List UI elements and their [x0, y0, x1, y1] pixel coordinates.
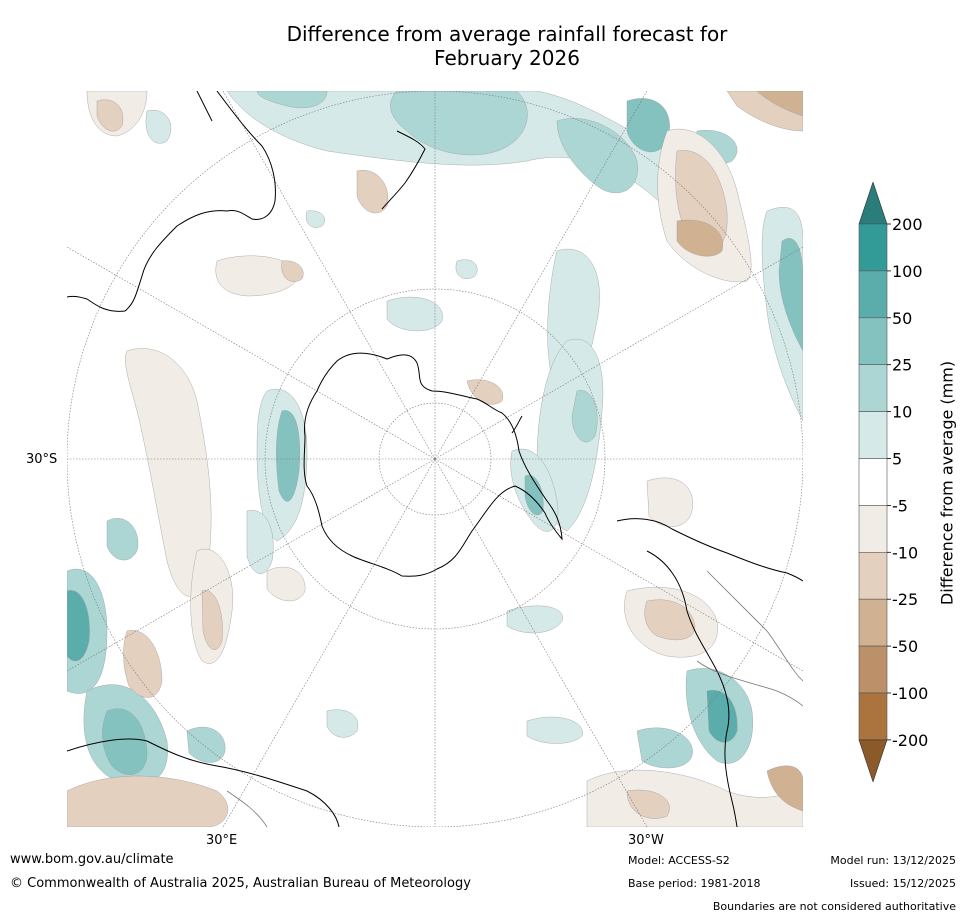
colorbar-swatch [858, 692, 888, 741]
colorbar-tick-label: -25 [892, 590, 918, 609]
wet-anomaly-areas [67, 91, 803, 785]
colorbar-tick-label: -10 [892, 543, 918, 562]
longitude-label-30e: 30°E [206, 833, 238, 848]
colorbar-tick-label: 25 [892, 356, 912, 375]
website-link[interactable]: www.bom.gov.au/climate [10, 852, 174, 867]
colorbar-swatch [858, 739, 888, 782]
colorbar-swatch [858, 645, 888, 694]
south-america-east [646, 550, 738, 827]
model-text: Model: ACCESS-S2 [628, 854, 730, 867]
colorbar-tick-label: -5 [892, 496, 908, 515]
colorbar-tick-label: 50 [892, 309, 912, 328]
map-title: Difference from average rainfall forecas… [67, 22, 947, 70]
longitude-label-30w: 30°W [628, 833, 664, 848]
colorbar-ticks: 200 100 50 25 10 5 -5 -10 -25 -50 -100 -200 [887, 215, 928, 750]
africa-coast [67, 738, 340, 827]
model-run-text: Model run: 13/12/2025 [830, 854, 956, 867]
base-period-text: Base period: 1981-2018 [628, 877, 761, 890]
colorbar-label: Difference from average (mm) [937, 360, 957, 606]
colorbar-tick-label: 10 [892, 403, 912, 422]
colorbar-tick-label: -100 [892, 684, 928, 703]
colorbar-swatch [858, 458, 888, 506]
dry-anomaly-areas [67, 91, 803, 827]
rainfall-map [67, 91, 803, 827]
issued-text: Issued: 15/12/2025 [849, 877, 956, 890]
new-zealand-coast [381, 130, 426, 210]
colorbar-tick-label: 100 [892, 262, 923, 281]
south-america-coast [616, 518, 803, 582]
colorbar-swatch [858, 223, 888, 272]
colorbar-swatch [858, 364, 888, 412]
antarctica-coast [303, 352, 563, 577]
disclaimer-text: Boundaries are not considered authoritat… [712, 900, 956, 913]
colorbar-tick-label: -50 [892, 637, 918, 656]
colorbar-swatches [858, 182, 888, 782]
colorbar-swatch [858, 551, 888, 600]
colorbar-swatch [858, 182, 888, 225]
country-boundaries [226, 570, 803, 827]
colorbar-tick-label: 200 [892, 215, 923, 234]
title-line-1: Difference from average rainfall forecas… [286, 22, 728, 46]
colorbar: 200 100 50 25 10 5 -5 -10 -25 -50 -100 -200 [858, 182, 928, 782]
graticule [67, 91, 803, 827]
copyright-text: © Commonwealth of Australia 2025, Austra… [10, 876, 471, 891]
australia-coast [67, 91, 276, 312]
colorbar-swatch [858, 598, 888, 647]
title-line-2: February 2026 [434, 46, 580, 70]
colorbar-tick-label: 5 [892, 450, 902, 469]
colorbar-swatch [858, 270, 888, 319]
colorbar-swatch [858, 317, 888, 366]
colorbar-swatch [858, 411, 888, 459]
coastlines [67, 91, 803, 827]
colorbar-swatch [858, 505, 888, 553]
colorbar-tick-label: -200 [892, 731, 928, 750]
latitude-label-30s: 30°S [26, 452, 58, 467]
antarctic-peninsula [511, 415, 523, 434]
